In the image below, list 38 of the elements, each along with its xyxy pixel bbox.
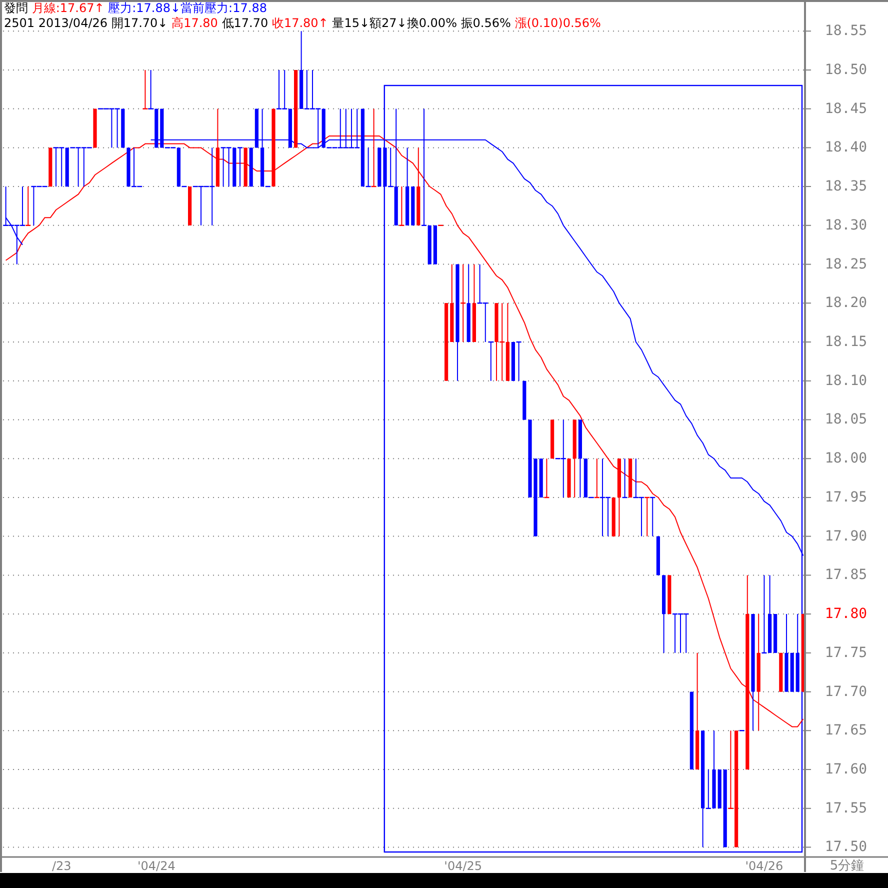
y-tick-label: 18.40	[824, 140, 868, 156]
y-tick-label: 18.00	[824, 450, 868, 467]
y-tick-label: 18.15	[824, 334, 868, 350]
y-tick-label: 17.85	[824, 567, 868, 584]
annotation: 發問	[4, 1, 28, 15]
y-tick-label: 18.55	[824, 23, 868, 40]
y-tick-label: 17.75	[824, 644, 868, 661]
y-tick-label: 18.05	[824, 412, 868, 428]
annotation: 低17.70	[222, 16, 268, 30]
y-tick-label: 17.95	[824, 490, 868, 506]
y-tick-label: 17.55	[824, 800, 868, 816]
y-tick-label: 18.10	[824, 372, 868, 389]
x-tick-label: '04/24	[137, 859, 176, 873]
y-tick-label: 18.50	[824, 62, 868, 78]
x-axis-title: 5分鐘	[830, 858, 864, 874]
y-tick-label: 18.30	[824, 217, 868, 234]
annotation: 量15↓額27↓換0.00% 振0.56%	[332, 16, 511, 30]
y-tick-label: 18.20	[824, 295, 868, 312]
y-tick-label: 17.50	[824, 839, 868, 856]
candlestick	[142, 70, 148, 110]
annotation: 高17.80	[172, 16, 218, 30]
y-tick-label: 18.25	[824, 256, 868, 272]
annotation: 2501 2013/04/26 開17.70↓	[4, 16, 168, 30]
y-tick-label: 18.45	[824, 100, 868, 117]
y-tick-label: 17.80	[824, 606, 868, 622]
x-tick-label: /23	[52, 859, 72, 873]
y-tick-label: 18.35	[824, 178, 868, 194]
y-tick-label: 17.70	[824, 684, 868, 700]
y-tick-label: 17.60	[824, 762, 868, 778]
annotation: 月線:17.67↑	[32, 1, 104, 15]
annotation: 壓力:17.88↓當前壓力:17.88	[108, 1, 267, 15]
x-tick-label: '04/25	[444, 859, 482, 873]
y-tick-label: 17.90	[824, 528, 868, 544]
annotation: 漲(0.10)0.56%	[514, 16, 601, 30]
candlestick	[236, 147, 244, 187]
annotation: 收17.80↑	[272, 16, 328, 30]
y-tick-label: 17.65	[824, 722, 868, 739]
x-tick-label: '04/26	[745, 859, 784, 873]
